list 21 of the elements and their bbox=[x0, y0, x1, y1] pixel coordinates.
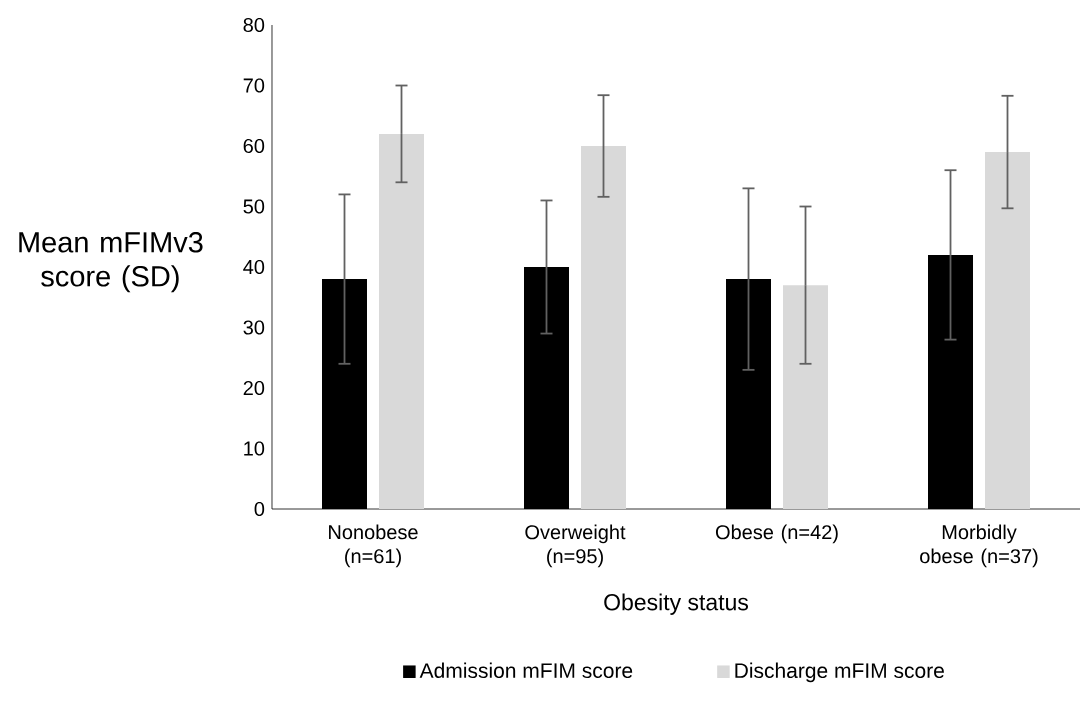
y-tick-label: 30 bbox=[243, 320, 265, 335]
y-tick-label: 50 bbox=[243, 199, 265, 214]
y-tick-label: 40 bbox=[243, 259, 265, 275]
x-tick-label: Obese (n=42) bbox=[715, 524, 838, 544]
y-tick-label: 0 bbox=[254, 501, 265, 517]
y-axis-title: Mean mFIMv3 score (SD) bbox=[19, 232, 203, 293]
y-tick-label: 70 bbox=[243, 78, 265, 93]
bar bbox=[985, 152, 1031, 509]
x-tick-label: Nonobese (n=61) bbox=[329, 524, 418, 568]
y-tick-label: 20 bbox=[243, 380, 265, 396]
x-tick-label: Overweight (n=95) bbox=[525, 524, 626, 568]
bar bbox=[783, 285, 828, 509]
y-tick-label: 10 bbox=[244, 441, 265, 456]
bar bbox=[581, 146, 627, 509]
x-tick-label: Morbidly obese (n=37) bbox=[920, 524, 1038, 568]
bar bbox=[379, 133, 424, 509]
legend-label: Discharge mFIM score bbox=[735, 662, 944, 683]
y-tick-label: 60 bbox=[243, 138, 265, 154]
legend-label: Admission mFIM score bbox=[419, 662, 633, 679]
x-axis-title: Obesity status bbox=[604, 593, 749, 615]
y-tick-label: 80 bbox=[243, 17, 265, 33]
